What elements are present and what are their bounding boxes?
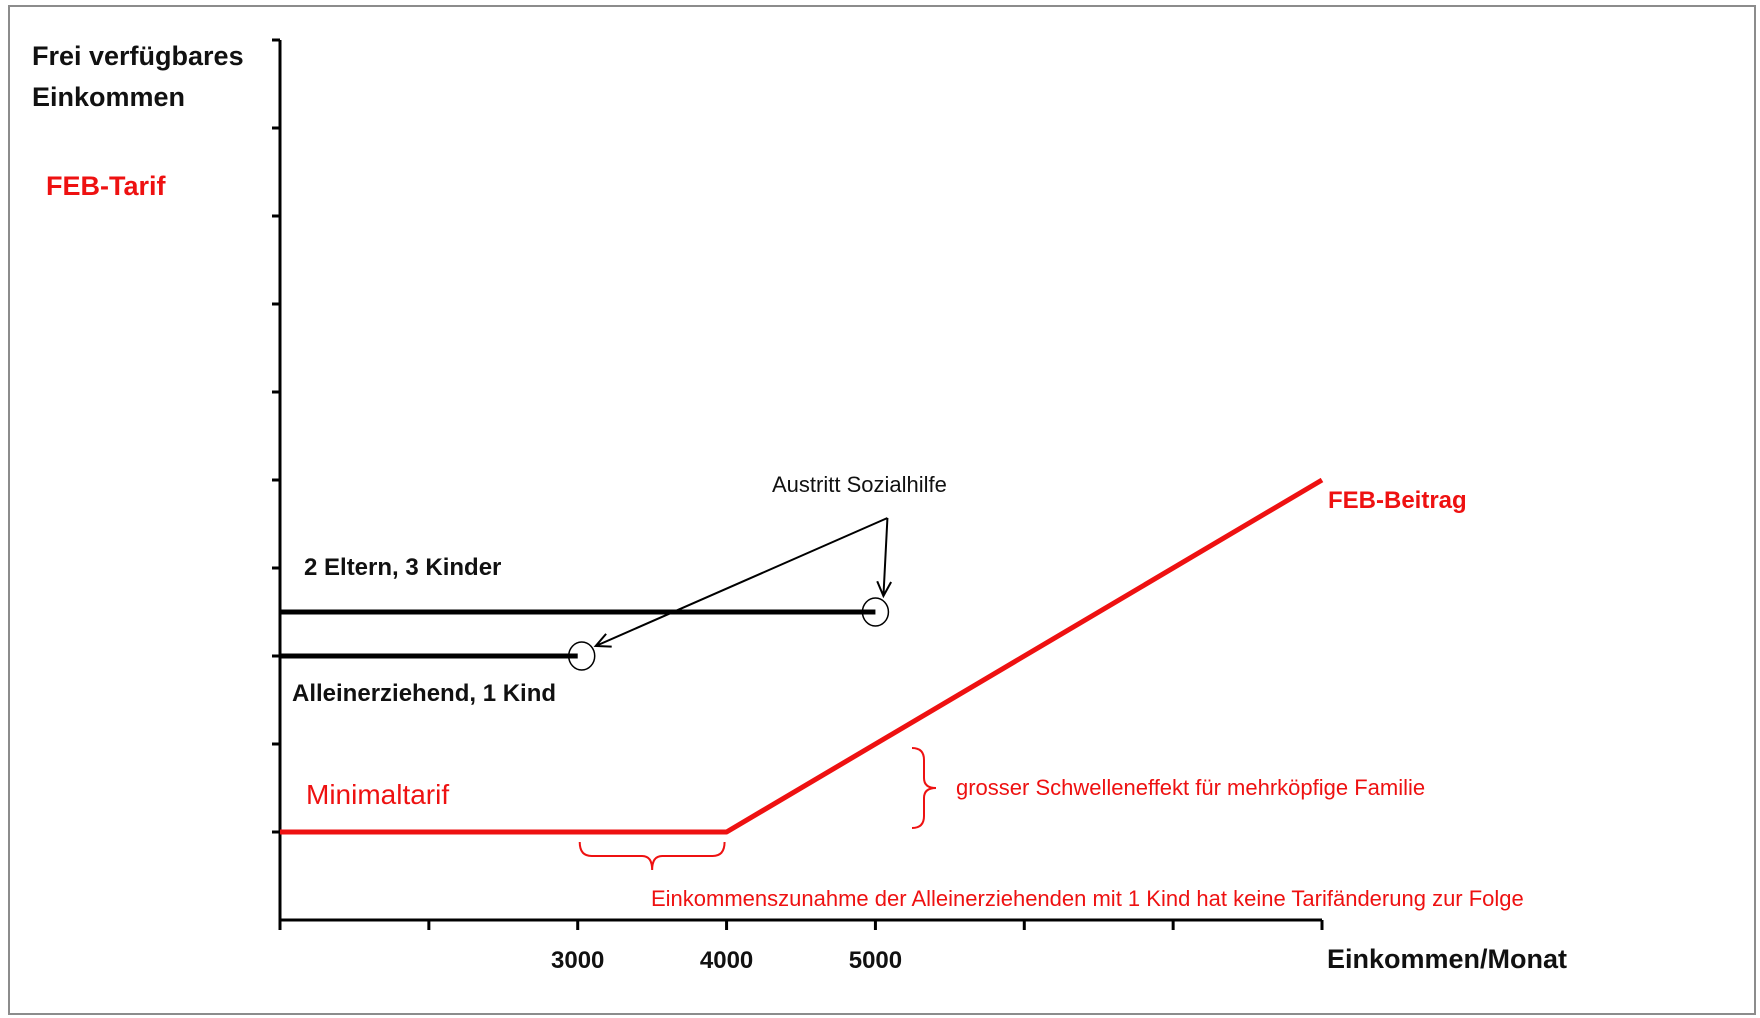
series-label-2-eltern: 2 Eltern, 3 Kinder xyxy=(304,554,501,581)
exit-point-circle-2-eltern xyxy=(861,597,890,627)
axes xyxy=(272,38,1324,930)
austritt-annotation xyxy=(567,517,892,671)
schwelle-label: grosser Schwelleneffekt für mehrköpfige … xyxy=(956,775,1425,800)
austritt-label: Austritt Sozialhilfe xyxy=(772,472,947,497)
chart-frame xyxy=(8,5,1756,1015)
x-ticks xyxy=(278,920,1324,930)
x-tick-label: 5000 xyxy=(849,947,902,974)
arrow-to-alleinerziehend xyxy=(593,517,888,648)
y-axis-label-line-2: Einkommen xyxy=(32,82,185,112)
einkommen-label: Einkommenszunahme der Alleinerziehenden … xyxy=(651,886,1524,911)
series-layer xyxy=(280,477,1324,835)
schwelle-brace xyxy=(911,747,937,829)
series-label-feb-beitrag: FEB-Beitrag xyxy=(1328,487,1467,514)
x-axis-label: Einkommen/Monat xyxy=(1327,944,1567,974)
series-line-2 xyxy=(280,477,1324,835)
exit-point-circle-alleinerziehend xyxy=(567,641,596,671)
x-tick-label: 4000 xyxy=(700,947,753,974)
einkommen-brace xyxy=(578,841,726,871)
series-label-alleinerziehend: Alleinerziehend, 1 Kind xyxy=(292,680,556,707)
arrow-to-2-eltern xyxy=(876,517,892,599)
x-tick-labels: 3000 4000 5000 xyxy=(551,947,902,974)
feb-tarif-label: FEB-Tarif xyxy=(46,171,167,201)
x-tick-label: 3000 xyxy=(551,947,604,974)
y-axis-label-line-1: Frei verfügbares xyxy=(32,41,244,71)
y-ticks xyxy=(272,38,280,834)
minimaltarif-label: Minimaltarif xyxy=(306,779,449,810)
